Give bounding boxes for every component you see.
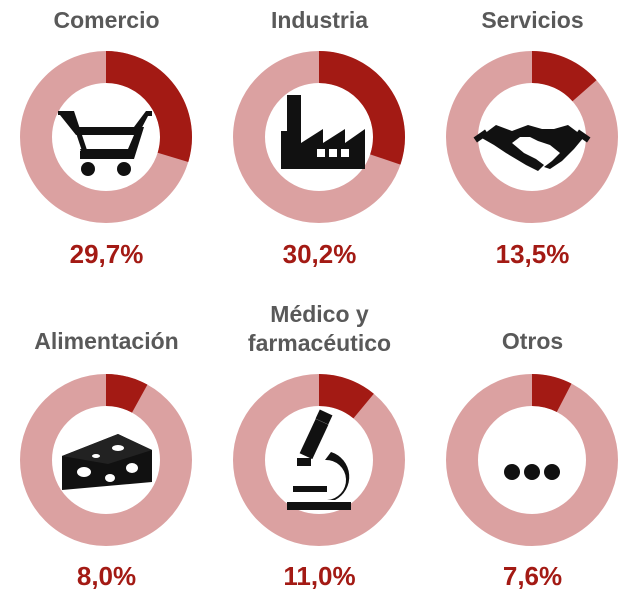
- donut-industria: Industria 30,2%: [213, 0, 426, 300]
- value-label: 7,6%: [502, 561, 563, 591]
- value-label: 11,0%: [283, 561, 356, 591]
- category-label: Industria: [270, 7, 369, 33]
- shopping-cart-icon: [58, 111, 152, 176]
- donut-highlight-slice: [105, 51, 192, 163]
- donut-svg: [20, 51, 192, 223]
- category-label: Servicios: [481, 7, 584, 33]
- donut-highlight-slice: [318, 374, 374, 419]
- cheese-icon: [62, 434, 152, 490]
- category-label: Médico y farmacéutico: [213, 300, 426, 358]
- value-label: 8,0%: [76, 561, 137, 591]
- category-label: Otros: [501, 328, 564, 354]
- value-label: 13,5%: [495, 239, 570, 269]
- donut-chart: [227, 368, 411, 552]
- donut-svg: [20, 374, 192, 546]
- donut-chart: [440, 368, 624, 552]
- category-label: Comercio: [53, 7, 160, 33]
- factory-icon: [281, 95, 365, 169]
- donut-svg: [233, 51, 405, 223]
- donut-otros: Otros 7,6%: [426, 300, 639, 600]
- donut-svg: [233, 374, 405, 546]
- donut-svg: [446, 51, 618, 223]
- donut-chart: [14, 368, 198, 552]
- donut-chart: [440, 45, 624, 229]
- category-label-text: Médico y farmacéutico: [247, 301, 392, 356]
- donut-alimentacion: Alimentación 8,0%: [0, 300, 213, 600]
- value-label: 30,2%: [282, 239, 357, 269]
- microscope-icon: [287, 409, 351, 510]
- value-label: 29,7%: [69, 239, 144, 269]
- donut-medico: Médico y farmacéutico 11,0%: [213, 300, 426, 600]
- donut-svg: [446, 374, 618, 546]
- donut-highlight-slice: [318, 51, 405, 165]
- donut-chart: [227, 45, 411, 229]
- donut-chart: [14, 45, 198, 229]
- ellipsis-icon: [504, 464, 560, 480]
- handshake-icon: [473, 125, 591, 171]
- donut-highlight-slice: [105, 374, 148, 413]
- donut-highlight-slice: [531, 374, 572, 413]
- donut-servicios: Servicios 13,5%: [426, 0, 639, 300]
- donut-highlight-slice: [531, 51, 597, 102]
- category-label: Alimentación: [34, 328, 179, 354]
- donut-comercio: Comercio 29,7%: [0, 0, 213, 300]
